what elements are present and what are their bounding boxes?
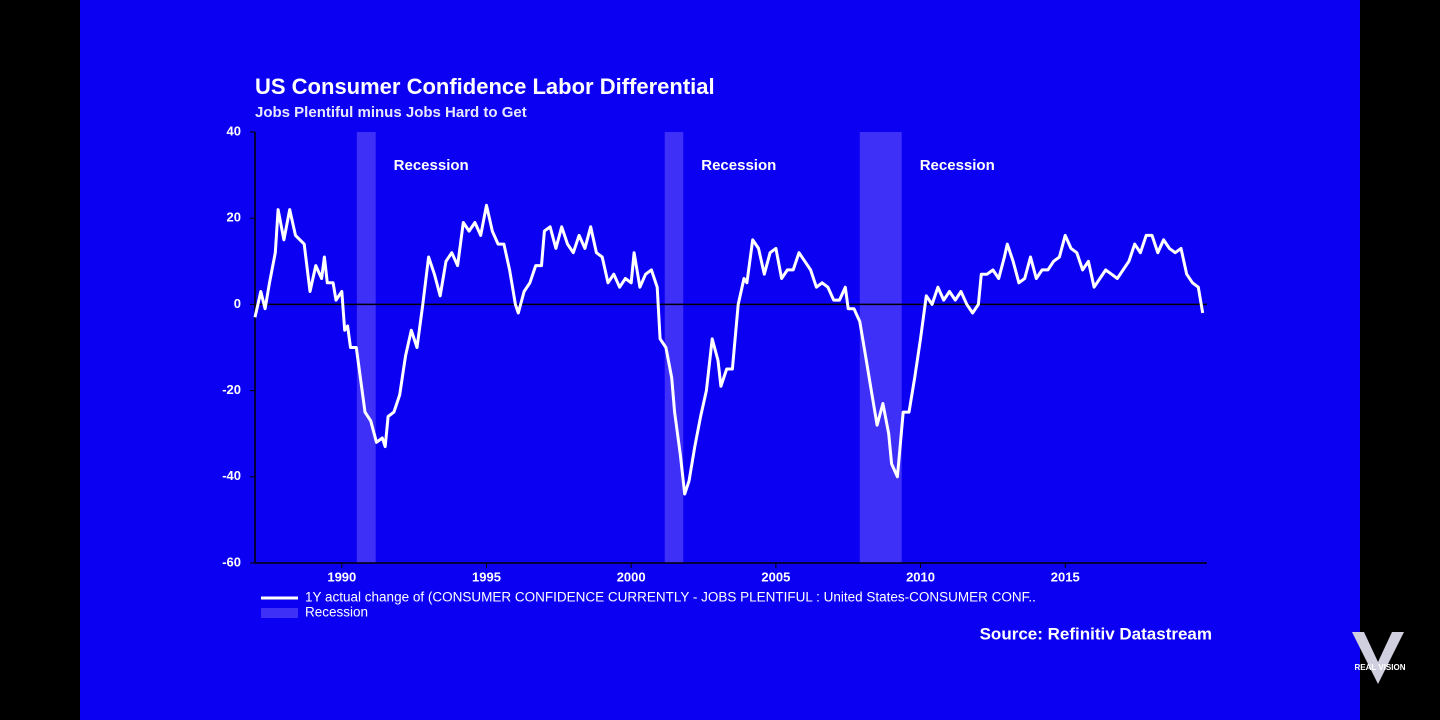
legend-label: 1Y actual change of (CONSUMER CONFIDENCE…: [305, 590, 1036, 605]
y-tick-label: 20: [227, 210, 241, 225]
x-tick-label: 2000: [617, 569, 646, 584]
watermark-logo: REAL VISION: [1352, 632, 1406, 684]
source: Source: Refinitiv Datastream: [980, 624, 1212, 643]
chart-subtitle: Jobs Plentiful minus Jobs Hard to Get: [255, 104, 527, 121]
x-tick-label: 2005: [761, 569, 790, 584]
recession-band: [356, 132, 376, 563]
x-tick-label: 2015: [1051, 569, 1080, 584]
chart-title: US Consumer Confidence Labor Differentia…: [255, 74, 715, 99]
y-tick-label: -20: [222, 382, 241, 397]
recession-band: [859, 132, 902, 563]
chart-background: [80, 0, 1360, 720]
x-tick-label: 1990: [327, 569, 356, 584]
y-tick-label: -40: [222, 468, 241, 483]
plot: Recession Recession Recession -60 -40 -20 0 20 4…: [222, 123, 1207, 620]
x-tick-label: 2010: [906, 569, 935, 584]
legend-label: Recession: [305, 605, 368, 620]
recession-label: Recession: [701, 157, 776, 174]
recession-label: Recession: [920, 157, 995, 174]
y-tick-label: 0: [234, 296, 241, 311]
y-tick-label: 40: [227, 123, 241, 138]
legend-swatch: [261, 608, 298, 618]
y-tick-label: -60: [222, 554, 241, 569]
recession-label: Recession: [394, 157, 469, 174]
watermark-text: REAL VISION: [1355, 663, 1406, 672]
logo-mark: [1352, 632, 1404, 684]
series-line: [253, 203, 1205, 496]
x-tick-label: 1995: [472, 569, 501, 584]
recession-band: [664, 132, 684, 563]
